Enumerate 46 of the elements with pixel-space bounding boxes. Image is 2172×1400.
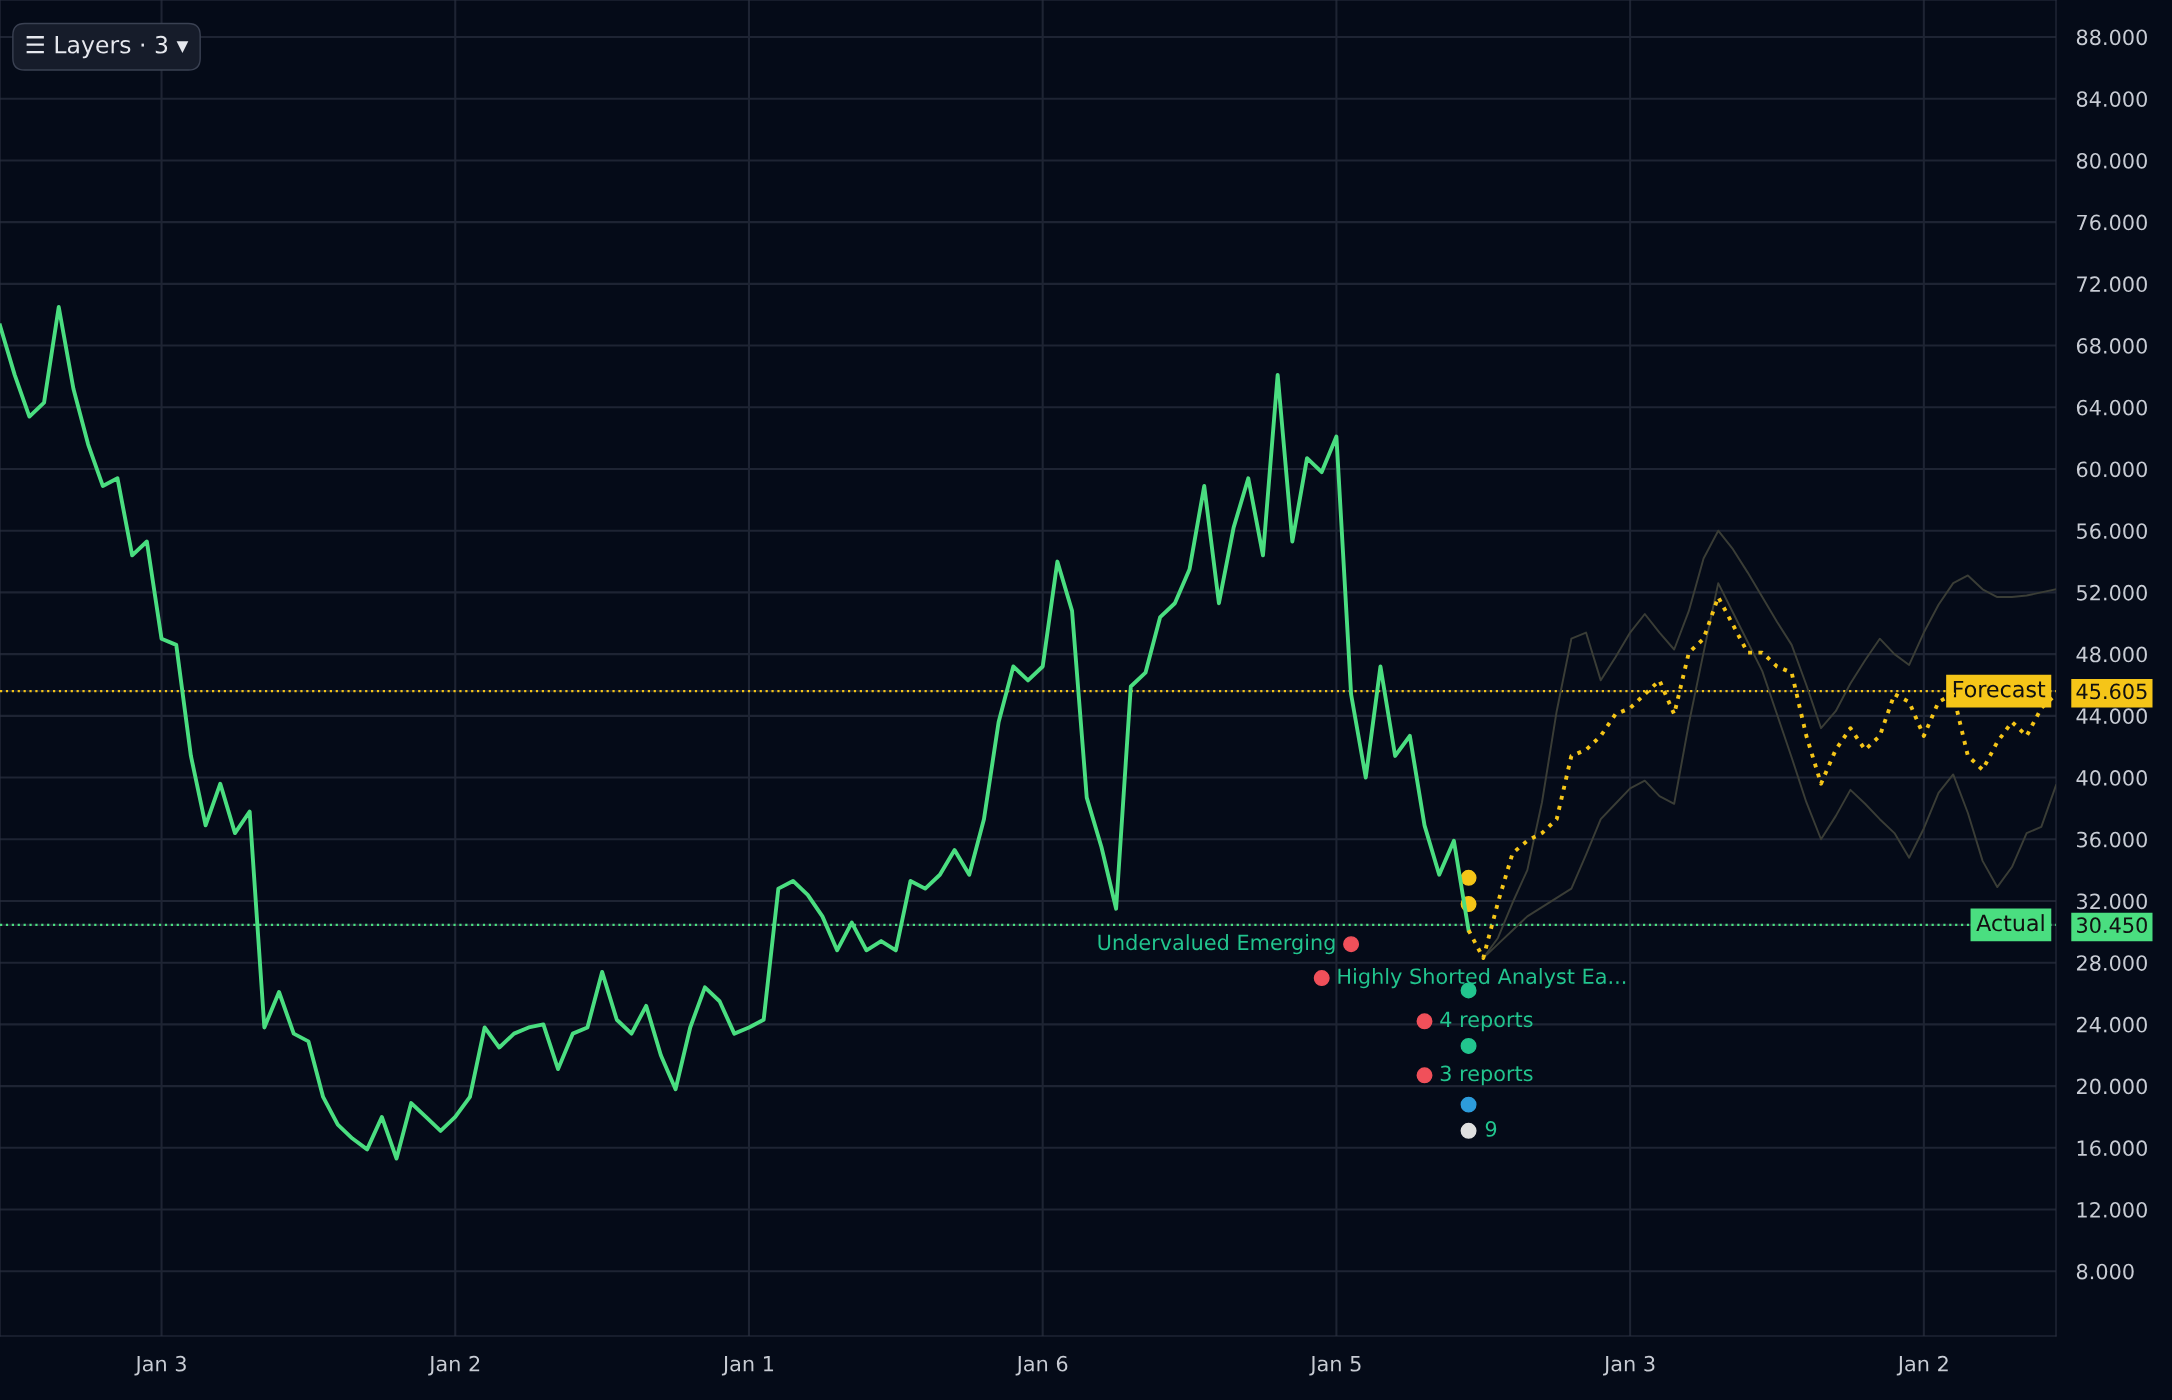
y-tick-label: 48.000 <box>2076 646 2147 663</box>
y-tick-label: 28.000 <box>2076 955 2147 971</box>
annotation: 4 reports <box>1440 1011 1533 1032</box>
y-tick-label: 44.000 <box>2076 708 2147 725</box>
annotation: ☰ Layers · 3 ▾ <box>26 35 189 59</box>
y-tick-label: 84.000 <box>2076 91 2147 107</box>
point <box>1343 936 1360 953</box>
y-tick-label: 60.000 <box>2076 461 2147 478</box>
y-tick-label: 72.000 <box>2077 276 2147 293</box>
ref-line-label: Forecast <box>1953 681 2046 698</box>
point <box>1313 970 1330 987</box>
x-tick-label: Jan 2 <box>428 1355 480 1376</box>
point <box>1416 1013 1433 1030</box>
y-tick-label: 88.000 <box>2076 29 2147 46</box>
x-tick-label: Jan 3 <box>134 1355 186 1376</box>
point <box>1416 1067 1433 1084</box>
point <box>1460 1122 1477 1139</box>
point <box>1460 869 1477 886</box>
y-tick-label: 32.000 <box>2077 893 2147 910</box>
x-tick-label: Jan 5 <box>1309 1356 1361 1376</box>
y-tick-label: 76.000 <box>2077 214 2147 231</box>
annotation: Highly Shorted Analyst Ea... <box>1338 968 1626 989</box>
point <box>1460 1038 1477 1054</box>
y-tick-label: 24.000 <box>2076 1016 2147 1033</box>
y-tick-label: 80.000 <box>2076 152 2147 169</box>
y-tick-label: 36.000 <box>2077 831 2147 848</box>
y-tick-label: 20.000 <box>2076 1078 2147 1095</box>
y-tick-label: 30.450 <box>2077 917 2147 934</box>
y-tick-label: 45.605 <box>2076 683 2147 700</box>
y-tick-label: 40.000 <box>2076 770 2147 786</box>
y-tick-label: 16.000 <box>2077 1140 2147 1157</box>
point <box>1460 1096 1477 1113</box>
y-tick-label: 56.000 <box>2077 523 2147 539</box>
annotation: 3 reports <box>1440 1065 1533 1086</box>
x-tick-label: Jan 6 <box>1015 1355 1068 1376</box>
y-tick-label: 52.000 <box>2077 584 2147 601</box>
y-tick-label: 64.000 <box>2076 399 2147 416</box>
ref-line-label: Actual <box>1976 914 2044 932</box>
x-tick-label: Jan 1 <box>721 1356 774 1376</box>
annotation: 9 <box>1485 1121 1497 1137</box>
x-tick-label: Jan 3 <box>1603 1355 1655 1376</box>
x-tick-label: Jan 2 <box>1896 1355 1948 1376</box>
y-tick-label: 12.000 <box>2077 1201 2147 1218</box>
y-tick-label: 8.000 <box>2076 1263 2134 1280</box>
annotation: Undervalued Emerging <box>1098 934 1335 955</box>
y-tick-label: 68.000 <box>2076 338 2147 354</box>
